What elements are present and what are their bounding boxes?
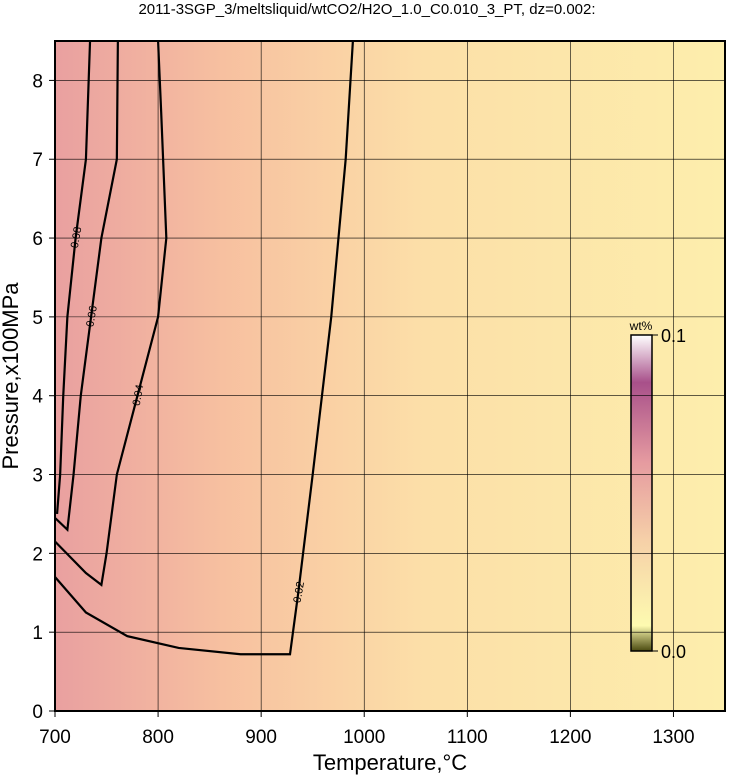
y-tick-label: 8 bbox=[32, 71, 43, 92]
x-tick-label: 700 bbox=[39, 727, 71, 748]
contour-label: 0.06 bbox=[84, 305, 100, 328]
x-tick-label: 1000 bbox=[343, 727, 385, 748]
y-tick-label: 6 bbox=[32, 229, 43, 250]
contour-label: 0.08 bbox=[69, 226, 85, 249]
contour-line bbox=[54, 40, 168, 587]
x-tick-label: 1200 bbox=[549, 727, 591, 748]
contour-line bbox=[55, 40, 92, 515]
y-tick-label: 4 bbox=[32, 387, 43, 408]
y-tick-label: 1 bbox=[32, 623, 43, 644]
contour-label: 0.02 bbox=[292, 581, 308, 604]
contour-line bbox=[54, 40, 354, 656]
y-tick-label: 2 bbox=[32, 544, 43, 565]
plot-frame bbox=[54, 40, 726, 712]
chart-title: 2011-3SGP_3/meltsliquid/wtCO2/H2O_1.0_C0… bbox=[138, 1, 595, 18]
x-tick-label: 1300 bbox=[652, 727, 694, 748]
y-tick-label: 3 bbox=[32, 466, 43, 487]
y-axis-title: Pressure,x100MPa bbox=[0, 282, 23, 470]
plot-background bbox=[55, 41, 725, 711]
colorbar-tick-label: 0.0 bbox=[661, 642, 686, 662]
y-tick-label: 7 bbox=[32, 150, 43, 171]
x-axis-title: Temperature,°C bbox=[313, 750, 467, 775]
contour-label: 0.04 bbox=[131, 384, 147, 407]
colorbar bbox=[630, 334, 653, 652]
colorbar-tick-label: 0.1 bbox=[661, 326, 686, 346]
y-tick-label: 0 bbox=[32, 702, 43, 723]
x-tick-label: 800 bbox=[142, 727, 174, 748]
x-tick-label: 900 bbox=[245, 727, 277, 748]
y-tick-label: 5 bbox=[32, 308, 43, 329]
colorbar-title: wt% bbox=[629, 319, 653, 333]
contour-line bbox=[54, 40, 119, 533]
x-tick-label: 1100 bbox=[447, 727, 488, 748]
